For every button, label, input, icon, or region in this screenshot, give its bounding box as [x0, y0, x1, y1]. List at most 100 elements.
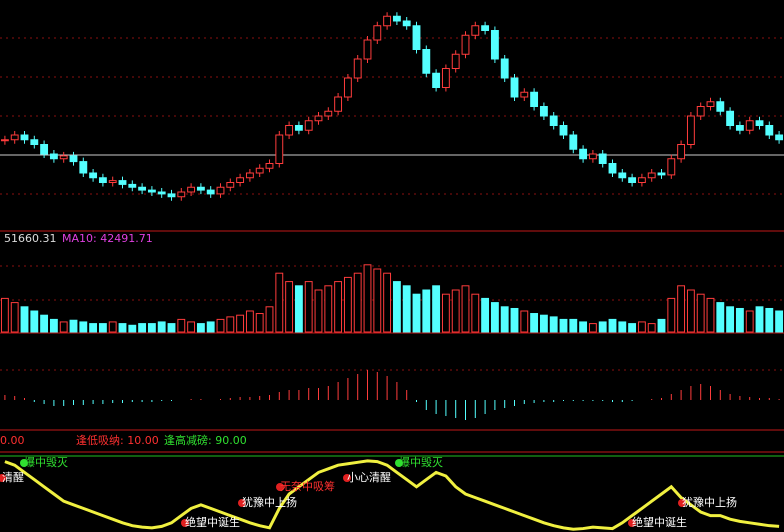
- volume-bar: [383, 272, 392, 333]
- volume-bar: [451, 289, 460, 333]
- volume-bar: [500, 306, 509, 333]
- candle: [79, 161, 88, 174]
- candle: [147, 189, 156, 193]
- volume-bar: [608, 318, 617, 333]
- candle: [422, 49, 431, 74]
- volume-bar: [236, 314, 245, 333]
- candle: [598, 153, 607, 164]
- volume-bar: [422, 289, 431, 333]
- signal-label: 无奈中吸筹: [280, 479, 335, 493]
- signal-label: 清醒: [2, 471, 24, 484]
- volume-bar: [69, 319, 78, 333]
- volume-bar: [157, 321, 166, 333]
- candle: [549, 115, 558, 126]
- panel-separators: [0, 230, 784, 453]
- candle: [206, 189, 215, 195]
- volume-bar: [686, 289, 695, 333]
- candle: [245, 172, 254, 179]
- volume-bar: [579, 321, 588, 333]
- volume-bar: [510, 307, 519, 333]
- volume-bar: [402, 285, 411, 333]
- volume-bar: [706, 297, 715, 333]
- candle: [677, 144, 686, 160]
- candle: [353, 58, 362, 79]
- candle: [392, 15, 401, 22]
- volume-bar: [30, 310, 39, 333]
- volume-bar: [167, 323, 176, 333]
- volume-bar: [471, 293, 480, 333]
- volume-bar: [569, 318, 578, 333]
- candle: [637, 177, 646, 183]
- signal-dot: [181, 519, 189, 527]
- candle: [755, 120, 764, 126]
- volume-bar: [735, 307, 744, 333]
- candle: [138, 186, 147, 191]
- signal-label: 绝望中诞生: [185, 515, 240, 529]
- signal-dot: [395, 459, 403, 467]
- volume-bar: [147, 323, 156, 333]
- high-label: 逢高减磅: 90.00: [164, 433, 247, 447]
- volume-bar: [216, 318, 225, 333]
- low-label: 逢低吸纳: 10.00: [76, 434, 159, 447]
- candle: [285, 125, 294, 136]
- volume-bar: [177, 318, 186, 333]
- volume-bar: [716, 302, 725, 333]
- volume-bar: [696, 293, 705, 333]
- candle: [69, 155, 78, 163]
- volume-bar: [285, 281, 294, 333]
- candle: [481, 25, 490, 31]
- candle: [735, 125, 744, 131]
- signal-dot: [343, 474, 351, 482]
- volume-bar: [490, 302, 499, 333]
- volume-bar: [128, 324, 137, 333]
- signal-label: 小心清醒: [347, 471, 391, 484]
- volume-bar: [667, 297, 676, 333]
- candle: [628, 177, 637, 183]
- volume-bar: [775, 310, 784, 333]
- volume-bar: [40, 314, 49, 333]
- signal-label: 爆中毁灭: [24, 455, 68, 469]
- volume-bar: [588, 323, 597, 333]
- candle: [177, 191, 186, 198]
- candle: [402, 20, 411, 27]
- volume-bar: [392, 281, 401, 333]
- candle: [49, 153, 58, 160]
- candle: [539, 106, 548, 117]
- volume-bar: [196, 323, 205, 333]
- volume-bar: [98, 323, 107, 333]
- volume-bar: [618, 321, 627, 333]
- volume-bar: [628, 323, 637, 333]
- candle: [324, 110, 333, 117]
- candle: [334, 96, 343, 112]
- candle: [432, 72, 441, 88]
- volume-bar: [187, 321, 196, 333]
- volume-bar: [461, 285, 470, 333]
- volume-bar: [0, 297, 9, 333]
- indicator-line: [4, 459, 780, 531]
- candle: [490, 30, 499, 60]
- candle: [765, 125, 774, 136]
- signal-dot: [628, 519, 636, 527]
- volume-bar: [255, 313, 264, 333]
- signal-label: 绝望中诞生: [632, 515, 687, 529]
- candle: [696, 106, 705, 117]
- volume-bar: [294, 285, 303, 333]
- candle: [59, 155, 68, 160]
- candle: [618, 172, 627, 179]
- candle: [706, 101, 715, 107]
- volume-bar: [226, 316, 235, 333]
- candle: [265, 163, 274, 169]
- volume-bar: [314, 289, 323, 333]
- volume-bar: [304, 281, 313, 333]
- candle: [726, 110, 735, 126]
- candle: [216, 186, 225, 195]
- candle: [579, 148, 588, 160]
- volume-bar: [10, 302, 19, 333]
- candle: [118, 180, 127, 185]
- volume-bar: [745, 310, 754, 333]
- volume-bar: [598, 321, 607, 333]
- candle: [441, 68, 450, 88]
- candle: [775, 134, 784, 141]
- candle: [294, 125, 303, 131]
- volume-bar: [353, 272, 362, 333]
